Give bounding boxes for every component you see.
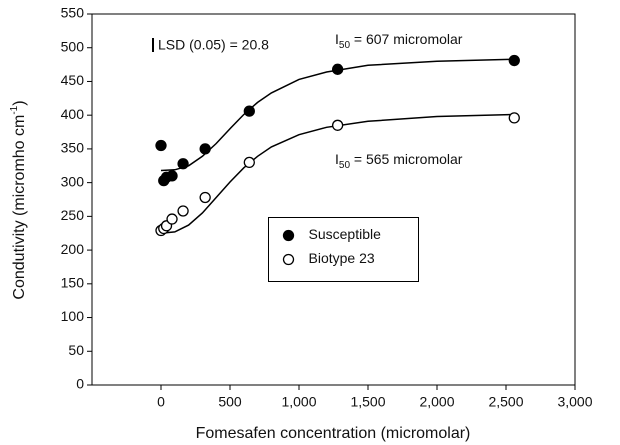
legend-label: Susceptible [309,226,382,242]
y-tick-label: 200 [61,241,85,257]
x-tick-label: 3,000 [557,394,592,410]
data-point [166,170,178,182]
y-tick-label: 100 [61,308,85,324]
data-point [199,143,211,155]
legend-marker [282,253,295,266]
y-tick-label: 250 [61,207,85,223]
legend-label: Biotype 23 [309,250,375,266]
y-axis-title-end: ) [11,100,28,105]
x-tick-label: 2,000 [419,394,454,410]
i50-rest: = 607 micromolar [350,31,463,47]
i50-i: I [335,31,339,47]
x-tick-label: 0 [157,394,165,410]
i50-sub: 50 [339,160,351,171]
data-point [166,213,178,225]
data-point [508,112,520,124]
x-tick-label: 2,500 [488,394,523,410]
i50-annotation: I50 = 565 micromolar [335,151,463,171]
data-point [243,156,255,169]
y-axis-title-sup: -1 [9,105,20,114]
y-tick-label: 50 [68,342,84,358]
legend-box [268,217,419,282]
data-point [243,105,255,117]
fit-curve [160,113,515,234]
data-point [331,119,344,131]
y-tick-label: 500 [61,38,85,54]
y-tick-label: 350 [61,140,85,156]
i50-rest: = 565 micromolar [350,151,463,167]
i50-sub: 50 [339,40,351,51]
data-point [155,139,167,152]
x-tick-label: 1,500 [350,394,385,410]
y-tick-label: 300 [61,173,85,189]
i50-annotation: I50 = 607 micromolar [335,31,463,51]
y-tick-label: 450 [61,72,85,88]
data-point [177,158,189,170]
plot-frame [91,13,576,386]
y-axis-title: Condutivity (micromho cm-1) [9,100,29,299]
y-tick-label: 550 [61,5,85,21]
y-tick-label: 400 [61,106,85,122]
y-axis-title-main: Condutivity (micromho cm [11,115,28,300]
y-tick-label: 150 [61,275,85,291]
x-tick-label: 500 [218,394,242,410]
data-point [331,63,344,75]
y-tick-label: 0 [76,376,84,392]
data-point [177,205,189,217]
x-tick-label: 1,000 [281,394,316,410]
legend-marker [282,229,295,242]
data-point [508,54,520,67]
x-axis-title: Fomesafen concentration (micromolar) [196,425,471,442]
data-point [199,191,211,204]
i50-i: I [335,151,339,167]
lsd-annotation: LSD (0.05) = 20.8 [158,37,269,53]
